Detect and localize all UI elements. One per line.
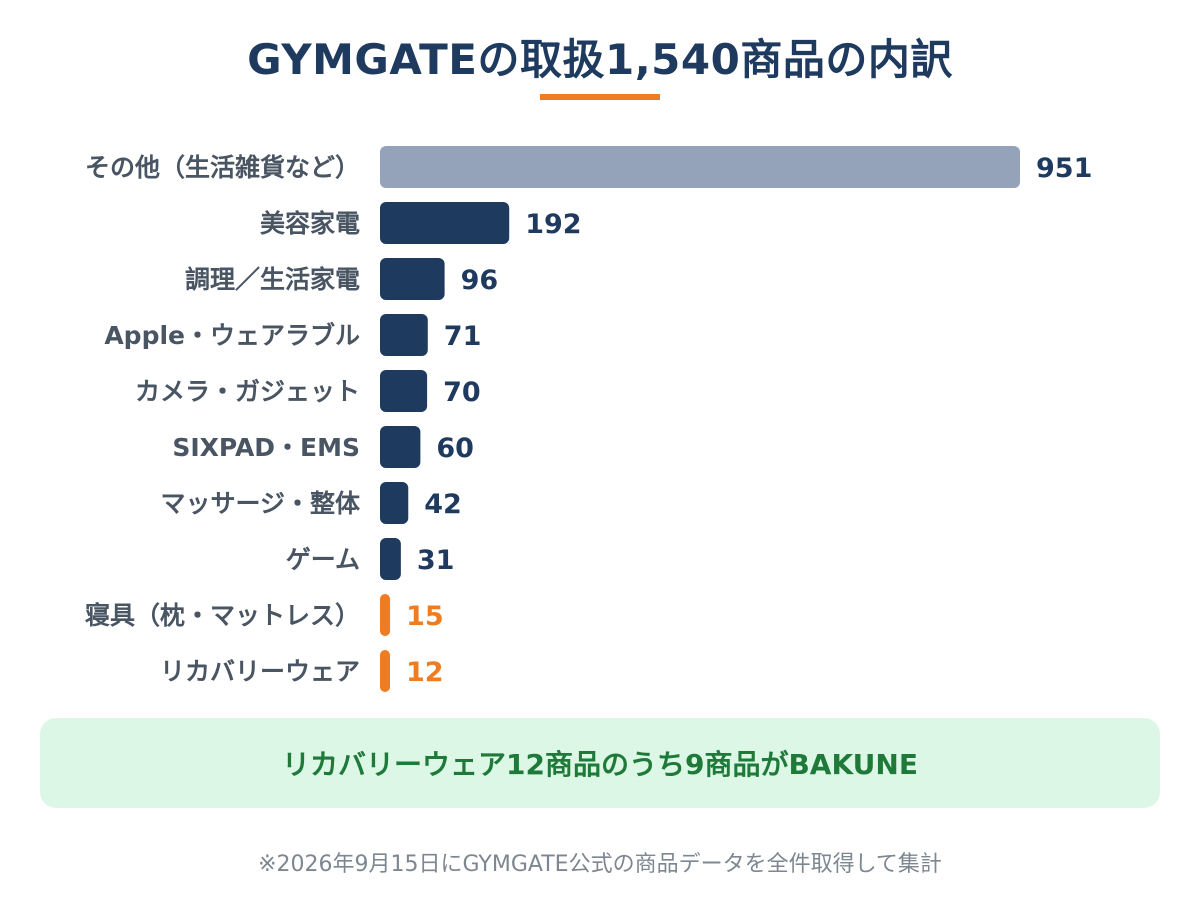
bar — [380, 146, 1020, 188]
value-label: 96 — [461, 265, 499, 296]
value-label: 12 — [406, 657, 444, 688]
category-label: 寝具（枕・マットレス） — [85, 601, 360, 630]
value-label: 60 — [436, 433, 474, 464]
callout-text: リカバリーウェア12商品のうち9商品がBAKUNE — [282, 748, 918, 781]
bar — [380, 258, 445, 300]
callout-box: リカバリーウェア12商品のうち9商品がBAKUNE — [40, 718, 1160, 808]
value-label: 71 — [444, 321, 482, 352]
bar — [380, 370, 428, 412]
bar — [380, 538, 401, 580]
category-label: リカバリーウェア — [160, 657, 360, 686]
title-underline — [540, 94, 660, 100]
bar — [380, 426, 421, 468]
value-label: 42 — [424, 489, 462, 520]
value-label: 192 — [525, 209, 581, 240]
category-label: 美容家電 — [260, 209, 360, 238]
category-label: Apple・ウェアラブル — [104, 321, 360, 350]
footnote: ※2026年9月15日にGYMGATE公式の商品データを全件取得して集計 — [258, 852, 942, 877]
category-label: SIXPAD・EMS — [172, 433, 360, 462]
value-label: 951 — [1036, 153, 1092, 184]
bar — [380, 594, 391, 636]
value-label: 15 — [406, 601, 444, 632]
category-label: 調理／生活家電 — [185, 265, 360, 294]
category-label: カメラ・ガジェット — [135, 377, 360, 406]
bar — [380, 482, 409, 524]
chart-title: GYMGATEの取扱1,540商品の内訳 — [247, 35, 953, 84]
bar-chart: その他（生活雑貨など） 951 美容家電 192 調理／生活家電 96 Apple・ウェアラ… — [85, 146, 1092, 692]
bar — [380, 314, 428, 356]
value-label: 70 — [443, 377, 481, 408]
value-label: 31 — [417, 545, 455, 576]
bar — [380, 202, 510, 244]
category-label: マッサージ・整体 — [160, 489, 361, 518]
category-label: その他（生活雑貨など） — [85, 153, 360, 182]
bar — [380, 650, 390, 692]
category-label: ゲーム — [286, 545, 360, 574]
